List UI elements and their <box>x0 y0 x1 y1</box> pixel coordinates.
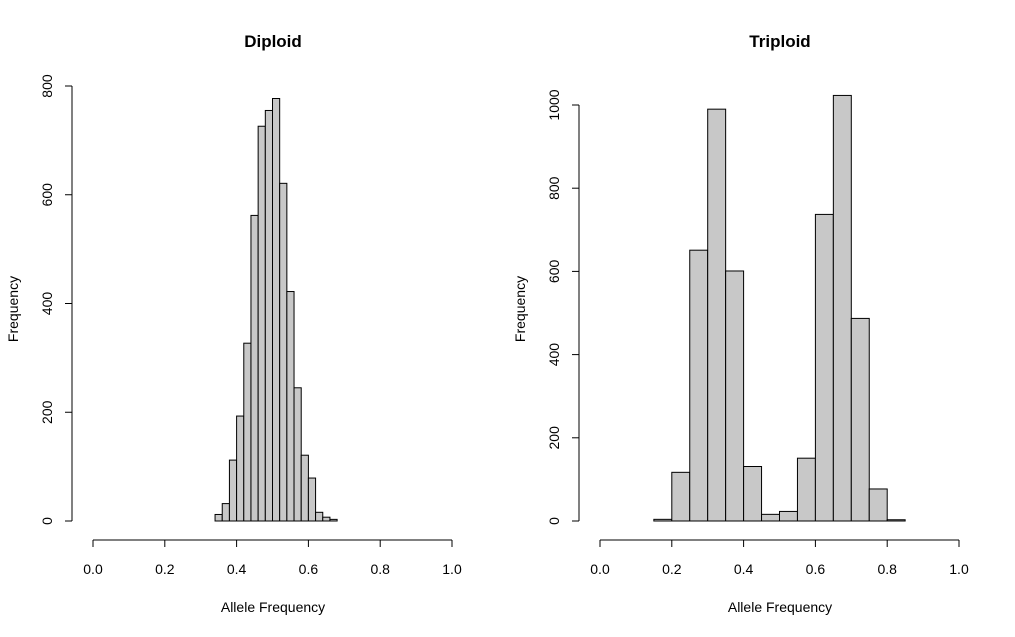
triploid-bar-0 <box>653 518 673 522</box>
diploid-bar-8 <box>272 98 281 522</box>
triploid-y-axis: 0 200 400 600 800 1000 <box>546 89 580 525</box>
diploid-bar-3 <box>236 415 245 522</box>
triploid-y-tick-label: 1000 <box>546 89 562 120</box>
diploid-title: Diploid <box>244 32 302 51</box>
triploid-bar-13 <box>886 519 906 522</box>
diploid-x-tick-label: 0.8 <box>370 561 390 577</box>
triploid-panel: Triploid Allele Frequency Frequency 0.0 0… <box>512 32 969 615</box>
diploid-x-axis: 0.0 0.2 0.4 0.6 0.8 1.0 <box>83 539 462 577</box>
triploid-y-tick-label: 800 <box>546 176 562 200</box>
diploid-x-tick-label: 0.4 <box>227 561 247 577</box>
triploid-y-tick-label: 0 <box>546 517 562 525</box>
diploid-bar-14 <box>315 511 324 522</box>
diploid-bar-0 <box>214 513 223 522</box>
triploid-bar-9 <box>814 213 834 522</box>
triploid-x-axis-label: Allele Frequency <box>728 599 832 615</box>
diploid-y-tick-label: 600 <box>39 183 55 207</box>
triploid-y-tick-label: 200 <box>546 426 562 450</box>
diploid-y-tick-label: 0 <box>39 517 55 525</box>
triploid-bar-10 <box>832 94 852 522</box>
diploid-x-tick-label: 1.0 <box>442 561 462 577</box>
triploid-bar-8 <box>796 457 816 522</box>
diploid-bar-16 <box>329 518 338 522</box>
triploid-x-tick-label: 0.6 <box>806 561 826 577</box>
diploid-panel: Diploid Allele Frequency Frequency 0.0 0.… <box>5 32 462 615</box>
triploid-y-axis-label: Frequency <box>512 276 528 342</box>
diploid-bar-5 <box>250 214 259 522</box>
diploid-bar-7 <box>264 109 274 522</box>
triploid-y-tick-label: 400 <box>546 343 562 367</box>
triploid-x-tick-label: 0.8 <box>877 561 897 577</box>
triploid-x-axis: 0.0 0.2 0.4 0.6 0.8 1.0 <box>590 539 969 577</box>
triploid-bar-7 <box>779 510 798 522</box>
diploid-y-tick-label: 400 <box>39 292 55 316</box>
triploid-bar-11 <box>850 317 870 522</box>
triploid-x-tick-label: 0.4 <box>734 561 754 577</box>
triploid-bar-2 <box>689 249 709 522</box>
triploid-x-tick-label: 0.2 <box>662 561 682 577</box>
diploid-y-tick-label: 800 <box>39 74 55 98</box>
diploid-y-axis-label: Frequency <box>5 276 21 342</box>
triploid-bar-12 <box>868 488 888 522</box>
triploid-bars <box>653 94 906 522</box>
triploid-x-tick-label: 0.0 <box>590 561 610 577</box>
diploid-bar-2 <box>228 459 238 522</box>
diploid-x-tick-label: 0.2 <box>155 561 175 577</box>
diploid-bar-1 <box>221 503 230 522</box>
diploid-x-tick-label: 0.6 <box>299 561 319 577</box>
triploid-bar-4 <box>725 270 745 522</box>
diploid-x-axis-label: Allele Frequency <box>221 599 325 615</box>
diploid-bar-15 <box>322 516 331 522</box>
diploid-bars <box>214 98 338 522</box>
diploid-x-tick-label: 0.0 <box>83 561 103 577</box>
triploid-bar-3 <box>707 108 727 522</box>
triploid-x-tick-label: 1.0 <box>949 561 969 577</box>
diploid-y-tick-label: 200 <box>39 400 55 424</box>
diploid-y-axis: 0 200 400 600 800 <box>39 74 73 525</box>
diploid-bar-9 <box>279 182 288 522</box>
diploid-bar-13 <box>307 477 317 522</box>
diploid-bar-12 <box>300 454 309 522</box>
triploid-title: Triploid <box>749 32 810 51</box>
triploid-bar-6 <box>761 513 780 522</box>
triploid-bar-5 <box>743 466 763 522</box>
triploid-y-tick-label: 600 <box>546 260 562 284</box>
triploid-bar-1 <box>671 471 691 522</box>
diploid-bar-10 <box>286 291 295 522</box>
diploid-bar-6 <box>257 125 266 522</box>
diploid-bar-4 <box>243 342 252 522</box>
diploid-bar-11 <box>293 387 302 522</box>
